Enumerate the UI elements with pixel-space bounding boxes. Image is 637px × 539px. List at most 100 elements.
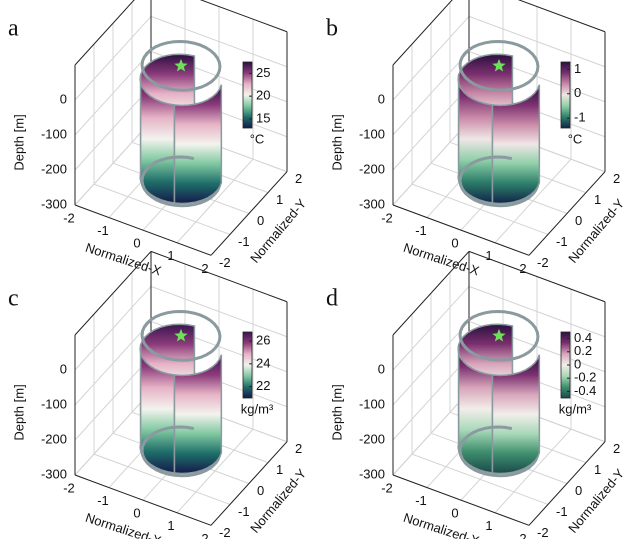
x-tick-label: 1 — [485, 248, 492, 263]
cylinder-ring — [458, 39, 540, 92]
cylinder-ring — [458, 155, 513, 204]
grid-line — [392, 321, 470, 406]
colorbar-tick-label: 26 — [256, 333, 270, 348]
x-tick-label: -1 — [415, 493, 427, 508]
colorbar-tick-label: 0 — [574, 356, 581, 371]
y-tick-label: 1 — [276, 192, 283, 207]
y-tick-label: -2 — [219, 255, 231, 270]
box-edge — [392, 251, 470, 336]
grid-line — [392, 86, 470, 171]
grid-line — [392, 121, 470, 206]
z-tick-label: -100 — [359, 396, 385, 411]
y-tick-label: 2 — [295, 171, 302, 186]
y-tick-label: 0 — [575, 213, 582, 228]
grid-line — [74, 321, 152, 406]
grid-line — [468, 285, 606, 338]
box-edge — [517, 0, 606, 33]
x-tick-label: 0 — [451, 236, 458, 251]
grid-line — [74, 356, 152, 441]
x-axis-label: Normalized-X — [84, 510, 164, 539]
colorbar-tick-label: 22 — [256, 378, 270, 393]
box-edge — [150, 250, 288, 303]
grid-line — [150, 15, 288, 68]
grid-line — [93, 453, 231, 505]
section-surface — [173, 354, 223, 475]
cylinder-ring — [458, 425, 513, 474]
z-axis-label: Depth [m] — [329, 114, 344, 170]
z-axis-label: Depth [m] — [11, 114, 26, 170]
x-tick-label: 1 — [167, 248, 174, 263]
box-edge — [199, 0, 288, 33]
colorbar-tick-label: 25 — [256, 65, 270, 80]
x-tick-label: 1 — [485, 518, 492, 533]
cylinder-ring — [140, 155, 195, 204]
colorbar — [242, 331, 253, 399]
grid-line — [392, 51, 470, 136]
z-tick-label: -300 — [41, 466, 67, 481]
panel-letter: b — [326, 16, 338, 42]
section-surface — [173, 84, 223, 205]
x-tick-label: 0 — [133, 236, 140, 251]
z-tick-label: 0 — [60, 91, 67, 106]
x-tick-label: -1 — [97, 493, 109, 508]
section-surface — [491, 84, 541, 205]
grid-line — [93, 183, 231, 235]
box-edge — [392, 204, 530, 256]
colorbar-tick-label: -0.2 — [574, 370, 596, 385]
y-tick-label: -2 — [537, 525, 549, 539]
box-edge — [392, 0, 453, 66]
y-tick-label: 0 — [575, 483, 582, 498]
x-axis-label: Normalized-X — [402, 510, 482, 539]
x-tick-label: 0 — [451, 506, 458, 521]
z-tick-label: -200 — [359, 161, 385, 176]
x-tick-label: -1 — [415, 223, 427, 238]
z-tick-label: 0 — [378, 361, 385, 376]
y-tick-label: -1 — [556, 504, 568, 519]
grid-line — [411, 453, 549, 505]
y-tick-label: -2 — [219, 525, 231, 539]
x-tick-label: -1 — [97, 223, 109, 238]
station-star — [492, 328, 506, 342]
x-tick-label: 0 — [133, 506, 140, 521]
x-tick-label: 2 — [201, 261, 208, 276]
grid-line — [392, 16, 470, 101]
z-tick-label: -300 — [41, 196, 67, 211]
panel-letter: d — [326, 286, 338, 312]
grid-line — [392, 286, 470, 371]
colorbar-tick-label: 1 — [574, 61, 581, 76]
box-edge — [74, 0, 135, 66]
y-tick-label: -1 — [238, 234, 250, 249]
y-tick-label: -1 — [238, 504, 250, 519]
z-tick-label: -100 — [41, 396, 67, 411]
cylinder-ring — [140, 425, 195, 474]
grid-line — [411, 183, 549, 235]
box-edge — [74, 251, 152, 336]
y-tick-label: 2 — [613, 171, 620, 186]
grid-line — [74, 121, 152, 206]
x-tick-label: 2 — [201, 531, 208, 539]
x-tick-label: 1 — [167, 518, 174, 533]
colorbar-tick-label: -0.4 — [574, 383, 596, 398]
colorbar-tick-label: 24 — [256, 355, 270, 370]
x-tick-label: -2 — [381, 480, 393, 495]
station-star — [174, 328, 188, 342]
box-edge — [528, 171, 606, 256]
colorbar-tick-label: -1 — [574, 110, 586, 125]
cylinder-ring — [458, 309, 540, 362]
panel-letter: a — [8, 16, 19, 42]
x-tick-label: -2 — [63, 480, 75, 495]
colorbar-tick-label: 15 — [256, 110, 270, 125]
grid-line — [74, 391, 152, 476]
station-star — [174, 58, 188, 72]
colorbar-tick-label: 0.2 — [574, 343, 592, 358]
grid-line — [74, 51, 152, 136]
y-tick-label: -1 — [556, 234, 568, 249]
x-tick-label: -2 — [63, 210, 75, 225]
cylinder-ring — [140, 309, 222, 362]
y-tick-label: 0 — [257, 483, 264, 498]
z-tick-label: -200 — [41, 161, 67, 176]
z-tick-label: -300 — [359, 196, 385, 211]
grid-line — [392, 391, 470, 476]
station-star — [492, 58, 506, 72]
